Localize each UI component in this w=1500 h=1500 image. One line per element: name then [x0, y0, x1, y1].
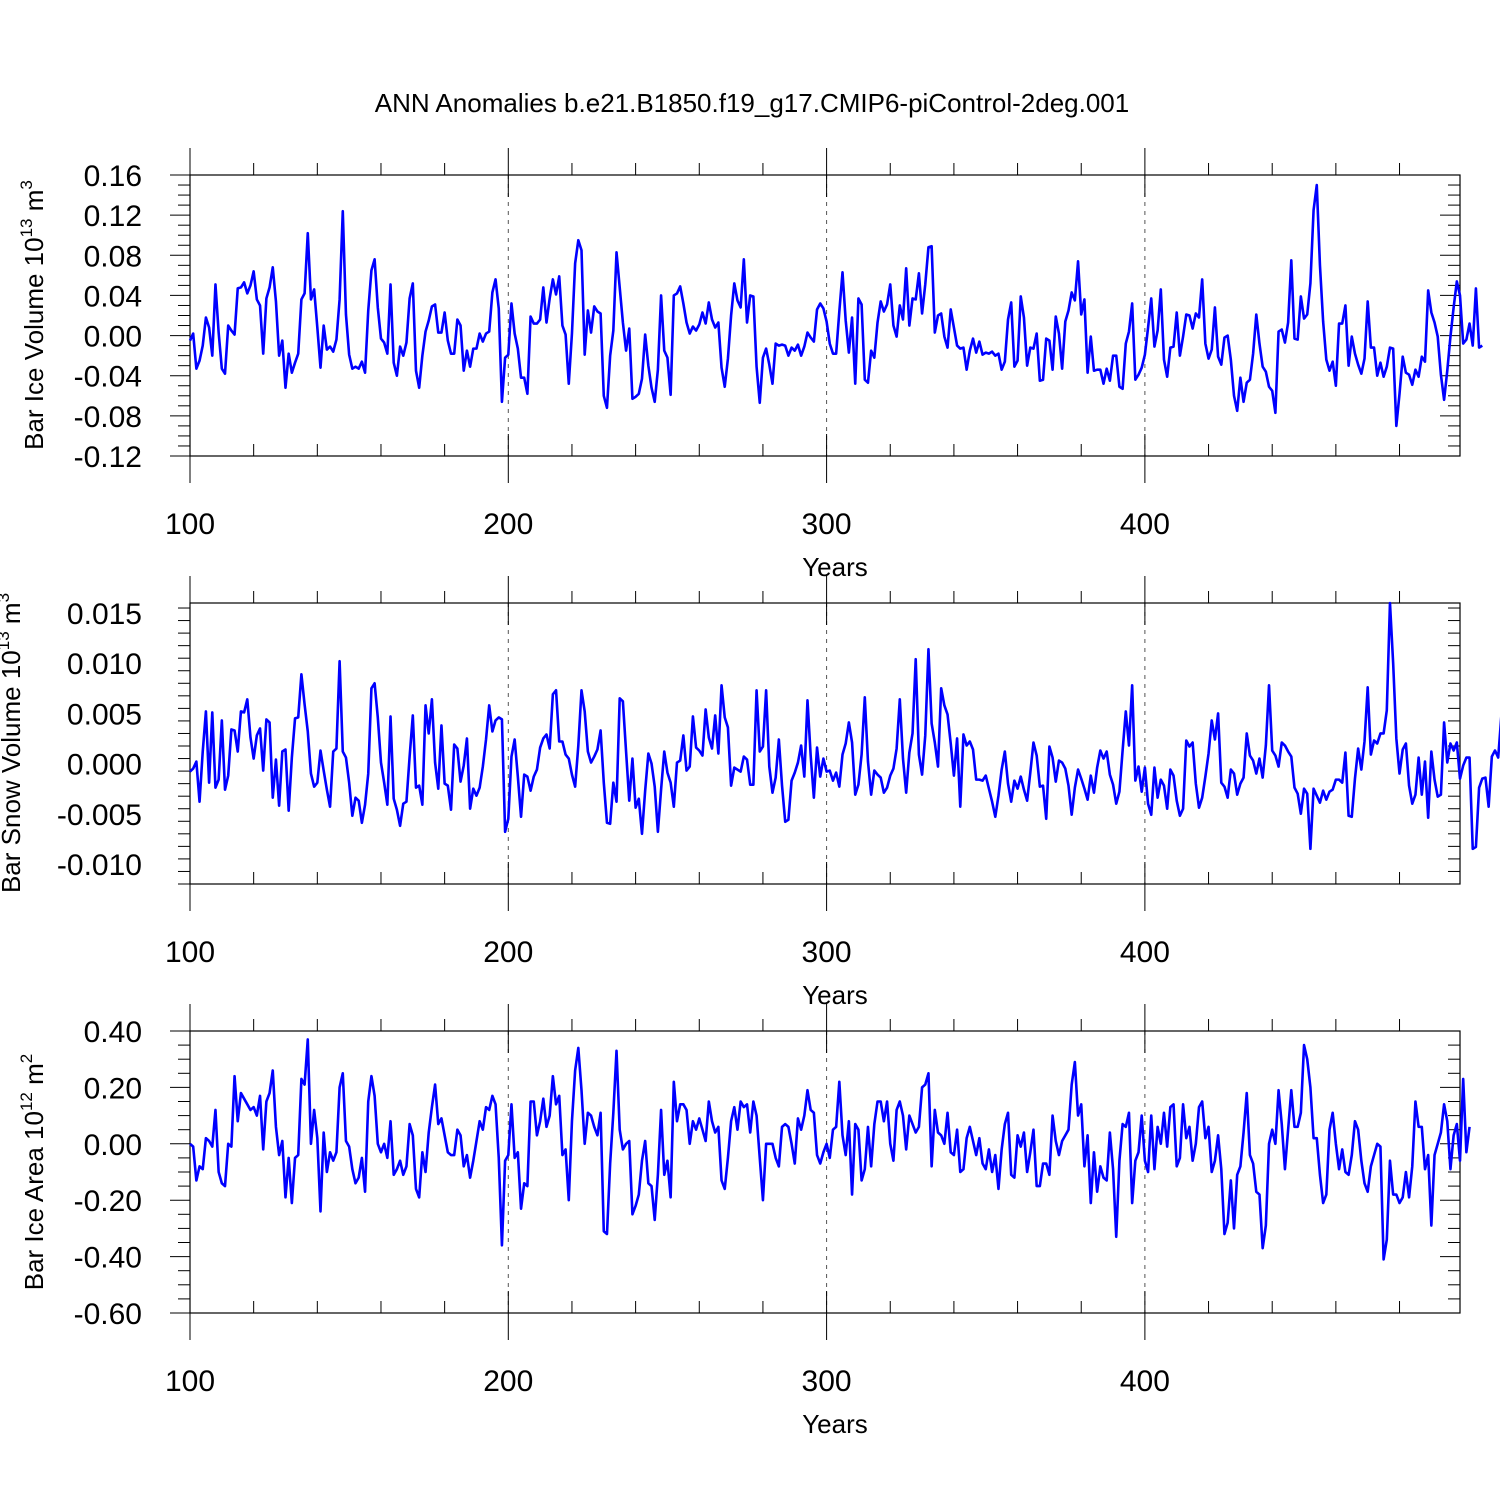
- y-tick-label: -0.12: [74, 441, 142, 474]
- y-tick-label: -0.010: [57, 849, 142, 882]
- x-tick-label: 300: [802, 936, 852, 969]
- y-tick-label: 0.16: [84, 160, 142, 193]
- y-tick-label: 0.40: [84, 1016, 142, 1049]
- panel-2: 0.015 0.010 0.005 0.000 -0.005 -0.010 100 200 30…: [0, 576, 1500, 1010]
- x-tick-label: 400: [1120, 936, 1170, 969]
- x-tick-label: 100: [165, 508, 215, 541]
- panel-1: 0.16 0.12 0.08 0.04 0.00 -0.04 -0.08 -0.12 100 20…: [17, 148, 1482, 582]
- x-axis-title: Years: [802, 552, 868, 582]
- y-tick-label: 0.00: [84, 321, 142, 354]
- x-tick-label: 100: [165, 936, 215, 969]
- series-line: [190, 603, 1500, 849]
- series-line: [190, 185, 1482, 426]
- y-tick-label: 0.04: [84, 280, 142, 313]
- x-tick-label: 400: [1120, 508, 1170, 541]
- x-tick-label: 300: [802, 508, 852, 541]
- x-tick-label: 200: [483, 936, 533, 969]
- y-tick-label: 0.00: [84, 1129, 142, 1162]
- y-tick-label: 0.010: [67, 648, 142, 681]
- y-axis-title: Bar Ice Volume 1013 m3: [17, 180, 49, 450]
- x-tick-label: 200: [483, 1365, 533, 1398]
- panel-3: 0.40 0.20 0.00 -0.20 -0.40 -0.60 100 200 300 400 Y…: [17, 1004, 1470, 1439]
- x-tick-label: 200: [483, 508, 533, 541]
- x-tick-label: 400: [1120, 1365, 1170, 1398]
- x-tick-label: 100: [165, 1365, 215, 1398]
- y-tick-label: -0.04: [74, 361, 142, 394]
- y-tick-label: 0.12: [84, 200, 142, 233]
- x-axis-title: Years: [802, 980, 868, 1010]
- y-tick-label: -0.005: [57, 799, 142, 832]
- y-tick-label: -0.08: [74, 401, 142, 434]
- y-tick-label: 0.20: [84, 1072, 142, 1105]
- x-tick-label: 300: [802, 1365, 852, 1398]
- x-axis-title: Years: [802, 1409, 868, 1439]
- figure: ANN Anomalies b.e21.B1850.f19_g17.CMIP6-…: [0, 0, 1500, 1500]
- y-axis-title: Bar Snow Volume 1013 m3: [0, 593, 26, 893]
- y-tick-label: -0.20: [74, 1185, 142, 1218]
- figure-title: ANN Anomalies b.e21.B1850.f19_g17.CMIP6-…: [375, 88, 1129, 118]
- y-tick-label: 0.08: [84, 240, 142, 273]
- y-axis-title: Bar Ice Area 1012 m2: [17, 1054, 49, 1291]
- y-tick-label: -0.40: [74, 1242, 142, 1275]
- series-line: [190, 1039, 1470, 1259]
- y-tick-label: 0.000: [67, 749, 142, 782]
- y-tick-label: 0.015: [67, 598, 142, 631]
- y-tick-label: -0.60: [74, 1298, 142, 1331]
- y-tick-label: 0.005: [67, 698, 142, 731]
- panels: 0.16 0.12 0.08 0.04 0.00 -0.04 -0.08 -0.12 100 20…: [0, 148, 1500, 1439]
- plot-frame: [190, 1031, 1460, 1313]
